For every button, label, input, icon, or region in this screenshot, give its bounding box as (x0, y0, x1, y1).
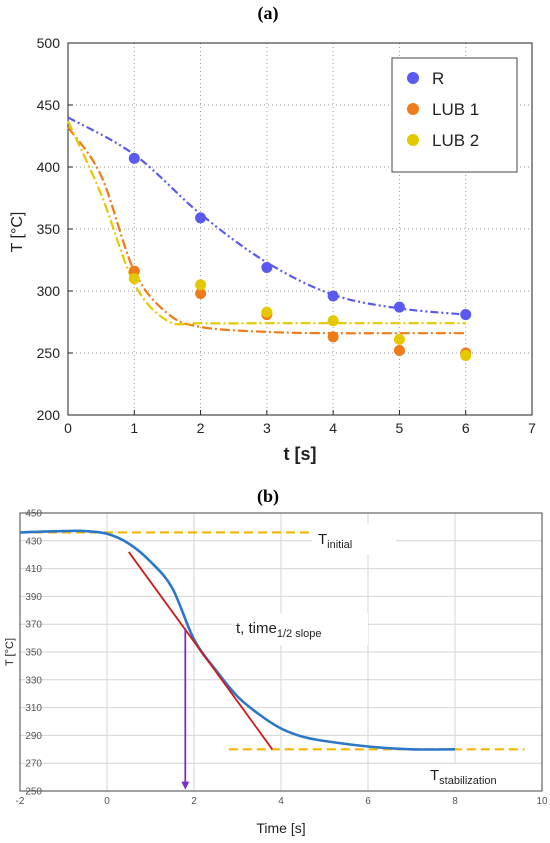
chart-b-x-tick-label: 2 (191, 796, 197, 807)
chart-a-point (327, 315, 339, 327)
chart-b-reference-lines (20, 531, 525, 751)
chart-b-marker-arrowhead (181, 781, 190, 790)
chart-a-legend-label: LUB 2 (432, 131, 479, 150)
chart-a-y-axis-label: T [°C] (9, 212, 26, 253)
annotation-t-stab-main: T (430, 767, 439, 784)
chart-b-tangent-line (128, 551, 274, 750)
chart-a-legend-label: LUB 1 (432, 100, 479, 119)
chart-b-y-tick-label: 270 (25, 759, 42, 770)
chart-a-x-tick-label: 3 (263, 420, 271, 436)
annotation-t-half-sub: 1/2 slope (277, 628, 322, 640)
chart-a-y-tick-label: 400 (37, 159, 61, 175)
chart-a-y-tick-label: 300 (37, 283, 61, 299)
chart-a-legend: R LUB 1 LUB 2 (391, 57, 518, 173)
annotation-t-half-box (232, 613, 368, 645)
chart-b-x-tick-label: 8 (452, 796, 458, 807)
chart-a-x-tick-label: 5 (396, 420, 404, 436)
chart-a-x-tick-label: 6 (462, 420, 470, 436)
annotation-t-half-main: t, time (236, 620, 277, 637)
chart-a-y-tick-label: 250 (37, 345, 61, 361)
panel-label-b: (b) (257, 486, 279, 507)
chart-a-point (327, 331, 339, 343)
panel-label-a: (a) (258, 3, 279, 24)
chart-a-point (261, 261, 273, 273)
chart-b-y-tick-label: 390 (25, 592, 42, 603)
chart-a-legend-label: R (432, 69, 444, 88)
chart-b-x-tick-label: 10 (536, 796, 548, 807)
chart-a-data-points (128, 152, 472, 361)
chart-a-x-tick-label: 2 (197, 420, 205, 436)
chart-a-y-tick-label: 450 (37, 97, 61, 113)
chart-a-x-tick-label: 4 (329, 420, 337, 436)
chart-b-y-tick-label: 290 (25, 731, 42, 742)
chart-a-legend-marker (407, 72, 419, 84)
chart-a-point (128, 152, 140, 164)
chart-b-half-time-marker (181, 628, 190, 790)
chart-a-y-tick-label: 500 (37, 35, 61, 51)
chart-a-point (393, 333, 405, 345)
chart-a-point (195, 212, 207, 224)
chart-b-y-tick-label: 330 (25, 675, 42, 686)
chart-a-point (128, 273, 140, 285)
annotation-t-stab-box (418, 764, 536, 790)
chart-a-legend-marker (407, 134, 419, 146)
chart-b-x-tick-label: 0 (104, 796, 110, 807)
chart-a-point (261, 306, 273, 318)
chart-a-tick-labels: 0 1 2 3 4 5 6 7 200 250 300 350 400 450 500 (37, 35, 536, 436)
chart-b-y-tick-label: 370 (25, 620, 42, 631)
chart-a-fit-3 (66, 120, 466, 326)
chart-a-y-tick-label: 350 (37, 221, 61, 237)
chart-b-x-tick-label: 4 (278, 796, 284, 807)
chart-b-plot-frame (19, 512, 543, 792)
chart-a-point (460, 349, 472, 361)
chart-b-y-tick-label: 410 (25, 564, 42, 575)
annotation-t-half: t, time1/2 slope (236, 620, 322, 640)
chart-b-tick-labels: 250 270 290 310 330 350 370 390 410 430 450 -2 0 2 4 6 8… (16, 509, 548, 808)
chart-b-y-tick-label: 310 (25, 703, 42, 714)
annotation-t-initial-main: T (318, 531, 327, 548)
chart-a-x-tick-label: 0 (64, 420, 72, 436)
chart-a-point (460, 309, 472, 321)
annotation-t-initial-box (312, 524, 396, 554)
annotation-t-stab-sub: stabilization (439, 775, 496, 787)
annotation-t-stab: Tstabilization (430, 767, 497, 787)
chart-a-grid (68, 43, 532, 415)
chart-b-x-axis-label: Time [s] (256, 820, 305, 836)
chart-a-legend-marker (407, 103, 419, 115)
chart-b-tangent (128, 551, 274, 750)
chart-a-point (195, 279, 207, 291)
chart-b-y-axis-label: T [°C] (4, 638, 16, 666)
chart-a-point (195, 287, 207, 299)
annotation-t-initial: Tinitial (318, 531, 352, 551)
chart-b-y-tick-label: 350 (25, 648, 42, 659)
chart-a-point (393, 301, 405, 313)
chart-b-y-tick-label: 250 (25, 787, 42, 798)
chart-b-x-tick-label: -2 (16, 796, 25, 807)
chart-a-point (327, 290, 339, 302)
chart-a-x-tick-label: 7 (528, 420, 536, 436)
chart-a-x-tick-label: 1 (130, 420, 138, 436)
chart-b-y-tick-label: 430 (25, 536, 42, 547)
chart-a-x-axis-label: t [s] (284, 444, 317, 464)
chart-a-point (393, 345, 405, 357)
annotation-t-initial-sub: initial (327, 539, 352, 551)
chart-b-y-tick-label: 450 (25, 509, 42, 520)
chart-b-x-tick-label: 6 (365, 796, 371, 807)
chart-a-y-tick-label: 200 (37, 407, 61, 423)
chart-b-grid (20, 513, 542, 791)
